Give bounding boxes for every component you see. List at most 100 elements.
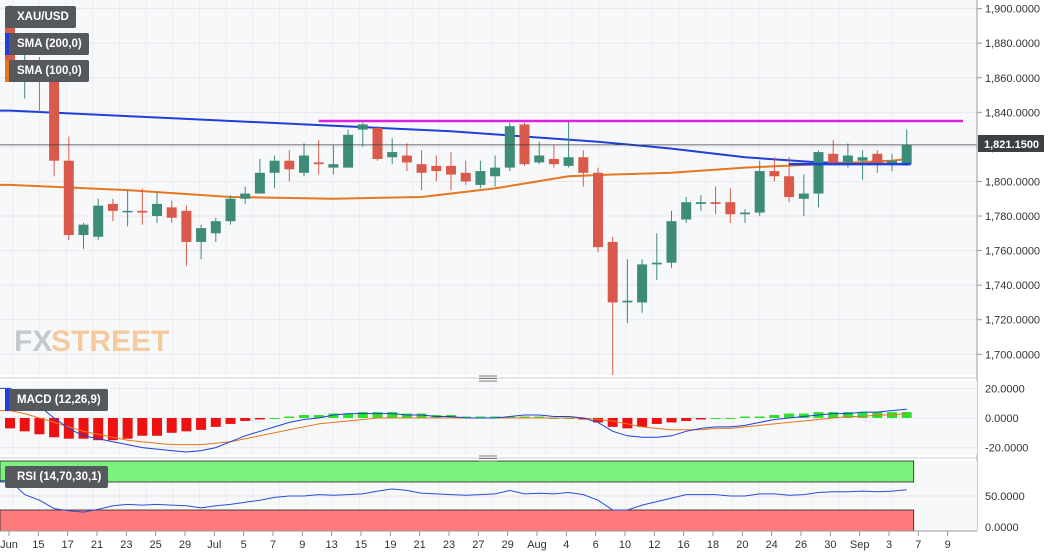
candle [754,160,765,217]
x-tick-label: Sep [850,539,870,551]
macd-bar [269,418,280,419]
candle [828,139,839,165]
macd-bar [666,418,677,423]
candle-body [78,224,89,236]
macd-bar [490,416,501,418]
macd-lines [0,387,907,453]
macd-bar [740,416,750,418]
macd-bar [828,412,839,418]
x-tick-label: 26 [795,539,807,551]
candle-body [710,202,721,204]
candle-body [299,155,309,173]
candle-body [372,127,383,159]
macd-bar [842,412,853,418]
candle [401,143,412,172]
watermark-street: STREET [51,325,169,358]
macd-bar [5,418,15,429]
macd-bar [122,418,133,439]
candle-body [548,158,559,165]
candle-body [622,300,633,303]
macd-bar [725,418,736,419]
x-tick-label: 7 [915,539,921,551]
macd-bar [49,418,60,438]
candle-body [754,171,765,213]
macd-bar [78,418,89,439]
main-panel[interactable]: 1,700.0000 1,720.0000 1,740.0000 1,760.0000… [0,0,1040,531]
candle-body [842,155,853,163]
rsi-badge[interactable]: RSI (14,70,30,1) [5,466,109,488]
price-tag-box [978,135,1044,152]
macd-bar [210,418,221,427]
macd-bar [416,413,427,418]
macd-badge[interactable]: MACD (12,26,9) [5,389,108,411]
candle-body [401,155,412,163]
macd-bar [754,416,765,418]
candle-body [637,264,648,303]
fxstreet-watermark: FX STREET [14,325,169,358]
candle-body [784,176,795,198]
candle-body [813,152,824,194]
candle [872,150,883,173]
rsi-overbought-zone [0,460,915,483]
x-tick-label: 27 [472,539,484,551]
sma200-label: SMA (200,0) [17,38,82,50]
macd-bar [181,418,192,432]
macd-bar [695,418,706,420]
candle [137,188,148,225]
candle [299,143,309,177]
candle [269,155,280,189]
candle-body [769,171,780,177]
candle [284,150,295,182]
x-tick-label: 19 [384,539,396,551]
x-tick-label: 16 [678,539,690,551]
candle-body [122,210,133,213]
x-tick-label: Jul [207,539,221,551]
candle [710,186,721,215]
horizontal-levels [0,119,977,166]
sma200-badge[interactable]: SMA (200,0) [5,33,89,55]
candle [740,209,750,223]
sma100-badge[interactable]: SMA (100,0) [5,60,89,82]
main-gridlines [0,0,977,375]
y-tick-label: 0.0000 [985,413,1019,425]
x-tick-label: 17 [62,539,74,551]
candle-body [181,210,192,242]
candle [78,222,89,249]
candle [725,188,736,223]
panel-separators[interactable] [0,375,977,462]
x-tick-label: 9 [299,539,305,551]
macd-bar [504,416,515,418]
macd-bar [387,412,398,418]
x-tick-label: 21 [414,539,426,551]
macd-bar [19,418,30,432]
candle [475,160,486,189]
candle-body [240,193,251,199]
macd-panel[interactable]: 20.0000 0.0000 -20.0000 [0,381,1028,455]
candle-body [725,202,736,215]
macd-bar [196,418,207,430]
candle-body [681,202,692,220]
rsi-oversold-zone [0,509,915,532]
candle [593,167,603,253]
y-tick-label: 20.0000 [985,383,1025,395]
candle [637,259,648,313]
x-tick-label: 6 [593,539,599,551]
candle-body [651,262,662,265]
x-tick-label: 29 [179,539,191,551]
y-tick-label: 1,860.0000 [985,73,1040,85]
x-tick-label: 4 [563,539,569,551]
candle [343,129,354,168]
candle-body [593,172,603,248]
candle-body [446,165,456,175]
candle-body [49,74,60,161]
candle [607,236,618,375]
candle [519,122,530,166]
sma100-label: SMA (100,0) [17,65,82,77]
rsi-label: RSI (14,70,30,1) [17,471,102,483]
symbol-badge[interactable]: XAU/USD [5,6,76,28]
rsi-panel[interactable]: 50.0000 0.0000 [0,460,1025,534]
macd-bar [460,416,471,418]
x-tick-label: 23 [120,539,132,551]
x-tick-label: 29 [502,539,514,551]
